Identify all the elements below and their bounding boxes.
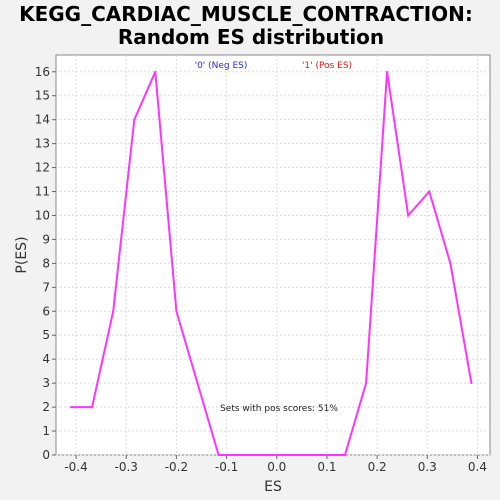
data-point	[133, 118, 136, 121]
y-tick-label: 9	[42, 232, 50, 246]
data-point	[343, 454, 346, 456]
y-tick-label: 5	[42, 328, 50, 342]
x-tick-label: 0.4	[468, 460, 487, 474]
data-point	[449, 262, 452, 265]
es-distribution-line	[71, 71, 473, 456]
x-tick-label: 0.2	[368, 460, 387, 474]
series-layer	[70, 70, 473, 456]
x-axis-ticks: -0.4 -0.3 -0.2 -0.1 0.0 0.1 0.2 0.3 0.4	[64, 455, 487, 474]
grid-lines	[56, 55, 490, 456]
chart-title-line1: KEGG_CARDIAC_MUSCLE_CONTRACTION:	[19, 2, 473, 26]
y-tick-label: 1	[42, 424, 50, 438]
y-tick-label: 0	[42, 448, 50, 462]
data-point	[470, 382, 473, 385]
data-point	[175, 310, 178, 313]
y-tick-label: 6	[42, 304, 50, 318]
x-axis-label: ES	[264, 479, 282, 495]
chart-title-line2: Random ES distribution	[118, 25, 384, 49]
y-tick-label: 7	[42, 280, 50, 294]
data-point	[217, 454, 220, 456]
plot-area	[55, 54, 491, 456]
y-tick-label: 15	[35, 89, 50, 103]
data-point	[386, 70, 389, 73]
data-point	[301, 454, 304, 456]
y-tick-label: 11	[35, 185, 50, 199]
x-tick-label: -0.4	[64, 460, 87, 474]
x-tick-label: 0.1	[317, 460, 336, 474]
legend-neg-es: '0' (Neg ES)	[195, 61, 248, 71]
data-point	[238, 454, 241, 456]
y-tick-label: 14	[35, 113, 50, 127]
x-tick-label: -0.1	[215, 460, 238, 474]
data-point	[280, 454, 283, 456]
data-point	[322, 454, 325, 456]
data-point	[112, 310, 115, 313]
data-point	[91, 406, 94, 409]
x-tick-label: -0.2	[165, 460, 188, 474]
pos-scores-annotation: Sets with pos scores: 51%	[220, 404, 338, 414]
y-tick-label: 10	[35, 208, 50, 222]
y-tick-label: 12	[35, 161, 50, 175]
data-point	[70, 406, 73, 409]
data-point	[196, 382, 199, 385]
y-tick-label: 3	[42, 376, 50, 390]
data-point	[259, 454, 262, 456]
legend-pos-es: '1' (Pos ES)	[302, 61, 352, 71]
data-point	[365, 382, 368, 385]
y-tick-label: 4	[42, 352, 50, 366]
y-tick-label: 2	[42, 400, 50, 414]
x-tick-label: -0.3	[115, 460, 138, 474]
data-point	[154, 70, 157, 73]
data-point	[407, 214, 410, 217]
y-tick-label: 8	[42, 256, 50, 270]
x-tick-label: 0.0	[267, 460, 286, 474]
data-point	[428, 190, 431, 193]
x-tick-label: 0.3	[418, 460, 437, 474]
y-axis-label: P(ES)	[14, 236, 30, 273]
y-tick-label: 16	[35, 65, 50, 79]
y-tick-label: 13	[35, 137, 50, 151]
